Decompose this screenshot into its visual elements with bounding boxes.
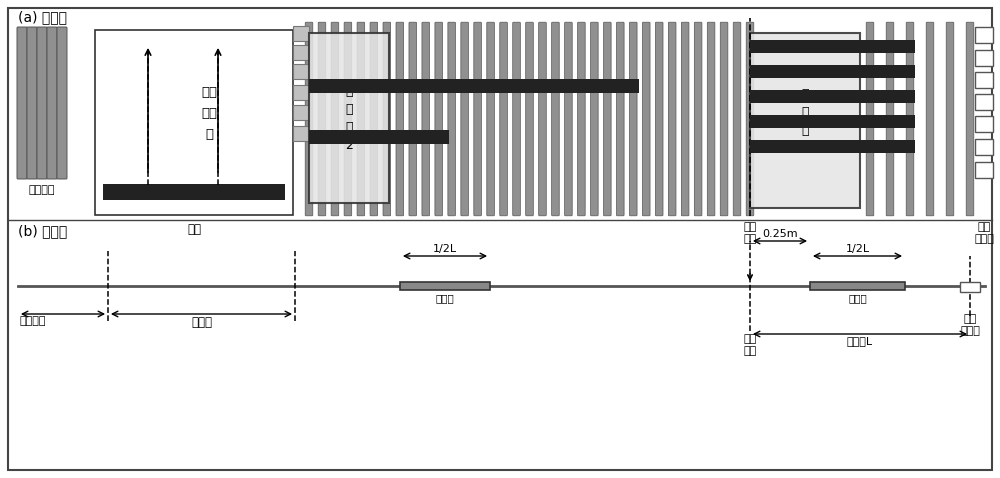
FancyBboxPatch shape (526, 22, 533, 216)
Bar (750, 90, 915, 103)
Text: 定尺
位置: 定尺 位置 (743, 222, 757, 244)
FancyBboxPatch shape (591, 22, 598, 216)
Bar (975, 162, 993, 178)
Bar (975, 139, 993, 155)
FancyBboxPatch shape (886, 22, 894, 216)
FancyBboxPatch shape (47, 27, 57, 179)
FancyBboxPatch shape (487, 22, 494, 216)
Bar (975, 72, 993, 88)
FancyBboxPatch shape (655, 22, 663, 216)
Bar (975, 116, 993, 132)
FancyBboxPatch shape (357, 22, 365, 216)
FancyBboxPatch shape (926, 22, 934, 216)
FancyBboxPatch shape (616, 22, 624, 216)
Text: 挡板: 挡板 (187, 223, 201, 236)
Text: 0.25m: 0.25m (762, 229, 798, 239)
FancyBboxPatch shape (57, 27, 67, 179)
FancyBboxPatch shape (17, 27, 27, 179)
Text: 保
温
罩
2: 保 温 罩 2 (345, 85, 353, 152)
Bar (400, 282, 490, 290)
Text: 快速辊道: 快速辊道 (20, 316, 46, 326)
Bar (309, 130, 449, 143)
FancyBboxPatch shape (37, 27, 47, 179)
FancyBboxPatch shape (513, 22, 520, 216)
Text: 移锢
机区
域: 移锢 机区 域 (201, 86, 217, 141)
Bar (810, 282, 905, 290)
Text: (b) 主视图: (b) 主视图 (18, 224, 67, 238)
FancyBboxPatch shape (539, 22, 546, 216)
FancyBboxPatch shape (448, 22, 455, 216)
Bar (369, 78, 639, 93)
FancyBboxPatch shape (629, 22, 637, 216)
Text: (a) 俰视图: (a) 俰视图 (18, 10, 67, 24)
Bar (960, 282, 980, 292)
Text: 铸坑
切断点: 铸坑 切断点 (960, 314, 980, 337)
FancyBboxPatch shape (474, 22, 481, 216)
Bar (750, 65, 915, 78)
FancyBboxPatch shape (409, 22, 417, 216)
Text: 保温罩: 保温罩 (848, 293, 867, 303)
FancyBboxPatch shape (383, 22, 391, 216)
Bar (750, 140, 915, 153)
FancyBboxPatch shape (370, 22, 378, 216)
FancyBboxPatch shape (435, 22, 443, 216)
Bar (293, 64, 309, 79)
FancyBboxPatch shape (461, 22, 468, 216)
Text: 1/2L: 1/2L (433, 244, 457, 254)
FancyBboxPatch shape (642, 22, 650, 216)
FancyBboxPatch shape (344, 22, 352, 216)
FancyBboxPatch shape (720, 22, 728, 216)
FancyBboxPatch shape (95, 30, 293, 215)
FancyBboxPatch shape (27, 27, 37, 179)
Text: 铸坑
切断点: 铸坑 切断点 (974, 222, 994, 244)
Bar (293, 45, 309, 60)
FancyBboxPatch shape (746, 22, 754, 216)
FancyBboxPatch shape (500, 22, 507, 216)
Text: 快速辊道: 快速辊道 (29, 185, 55, 195)
FancyBboxPatch shape (8, 8, 992, 470)
FancyBboxPatch shape (906, 22, 914, 216)
FancyBboxPatch shape (309, 33, 389, 203)
Bar (750, 40, 915, 53)
FancyBboxPatch shape (552, 22, 559, 216)
Text: 铸坑长L: 铸坑长L (847, 336, 873, 346)
Text: 1/2L: 1/2L (845, 244, 870, 254)
FancyBboxPatch shape (331, 22, 339, 216)
Bar (975, 94, 993, 110)
Bar (103, 184, 285, 200)
Text: 定尺
位置: 定尺 位置 (743, 334, 757, 357)
Bar (750, 115, 915, 128)
FancyBboxPatch shape (707, 22, 715, 216)
FancyBboxPatch shape (733, 22, 741, 216)
FancyBboxPatch shape (866, 22, 874, 216)
Bar (293, 26, 309, 41)
Text: 移锢区: 移锢区 (191, 316, 212, 329)
FancyBboxPatch shape (750, 33, 860, 208)
Bar (293, 126, 309, 141)
FancyBboxPatch shape (966, 22, 974, 216)
Bar (293, 105, 309, 120)
FancyBboxPatch shape (396, 22, 404, 216)
FancyBboxPatch shape (604, 22, 611, 216)
FancyBboxPatch shape (668, 22, 676, 216)
FancyBboxPatch shape (422, 22, 430, 216)
Bar (293, 85, 309, 100)
Bar (975, 50, 993, 66)
FancyBboxPatch shape (305, 22, 313, 216)
FancyBboxPatch shape (694, 22, 702, 216)
FancyBboxPatch shape (565, 22, 572, 216)
Bar (309, 78, 449, 93)
FancyBboxPatch shape (681, 22, 689, 216)
FancyBboxPatch shape (578, 22, 585, 216)
Text: 保
温
罩
1: 保 温 罩 1 (801, 87, 809, 154)
Bar (975, 27, 993, 43)
Text: 保温罩: 保温罩 (436, 293, 454, 303)
FancyBboxPatch shape (318, 22, 326, 216)
FancyBboxPatch shape (946, 22, 954, 216)
